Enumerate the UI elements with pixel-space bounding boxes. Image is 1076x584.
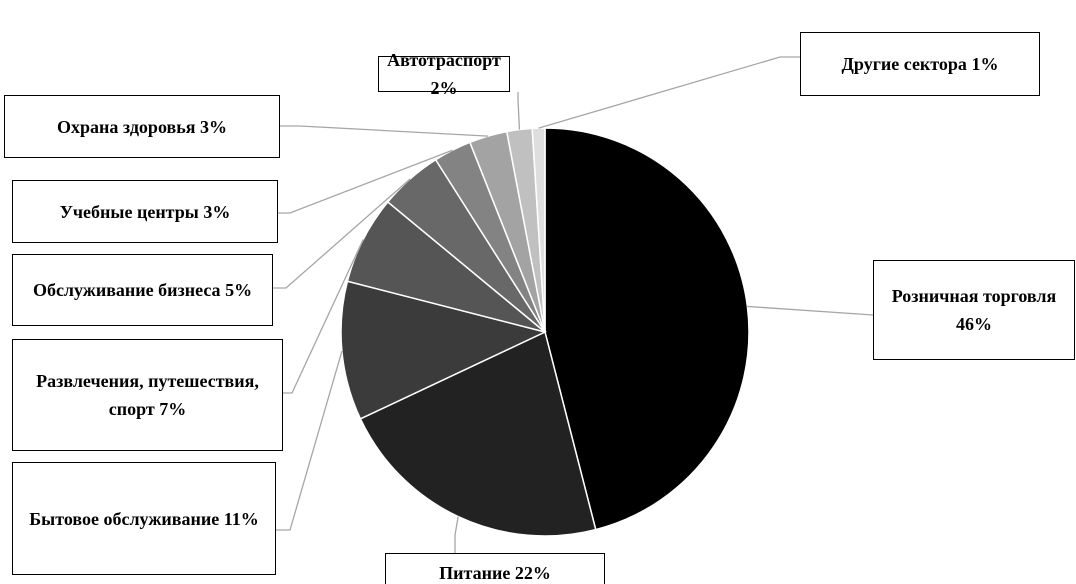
value-label: 3% <box>199 116 227 137</box>
leader-line <box>276 351 343 531</box>
label-text: Розничная торговля 46% <box>880 282 1068 338</box>
data-label: Питание 22% <box>385 553 605 584</box>
label-text: Бытовое обслуживание 11% <box>29 505 258 533</box>
label-text: Автотраспорт 2% <box>385 46 503 102</box>
data-label: Бытовое обслуживание 11% <box>12 462 276 575</box>
category-label: Развлечения, путешествия, спорт <box>36 371 259 419</box>
category-label: Автотраспорт <box>387 50 501 70</box>
label-text: Развлечения, путешествия, спорт 7% <box>19 367 276 423</box>
data-label: Другие сектора 1% <box>800 32 1040 96</box>
leader-line <box>283 239 364 394</box>
value-label: 11% <box>223 508 259 529</box>
category-label: Бытовое обслуживание <box>29 508 220 529</box>
value-label: 5% <box>225 280 253 300</box>
value-label: 1% <box>971 54 999 74</box>
data-label: Автотраспорт 2% <box>378 50 510 98</box>
category-label: Обслуживание бизнеса <box>32 280 221 300</box>
label-text: Другие сектора 1% <box>842 50 999 78</box>
data-label: Учебные центры 3% <box>12 180 278 243</box>
value-label: 7% <box>159 399 187 419</box>
leader-line <box>747 305 874 316</box>
leader-line <box>454 516 459 553</box>
value-label: 22% <box>514 563 551 583</box>
label-text: Питание 22% <box>439 559 551 584</box>
value-label: 46% <box>956 314 992 334</box>
label-text: Охрана здоровья 3% <box>57 113 227 141</box>
pie-slice <box>340 280 548 420</box>
leader-line <box>278 149 453 214</box>
value-label: 3% <box>203 201 231 222</box>
value-label: 2% <box>430 78 458 98</box>
leader-line <box>273 178 411 289</box>
label-text: Обслуживание бизнеса 5% <box>33 276 252 304</box>
category-label: Учебные центры <box>59 201 199 222</box>
data-label: Обслуживание бизнеса 5% <box>12 254 273 326</box>
leader-line <box>538 56 800 129</box>
data-label: Розничная торговля 46% <box>873 260 1075 360</box>
label-text: Учебные центры 3% <box>60 198 231 226</box>
leader-line <box>517 92 521 130</box>
leader-line <box>280 125 489 137</box>
category-label: Другие сектора <box>841 54 967 74</box>
data-label: Охрана здоровья 3% <box>4 95 280 158</box>
category-label: Питание <box>439 563 511 583</box>
category-label: Розничная торговля <box>891 286 1057 306</box>
category-label: Охрана здоровья <box>57 116 196 137</box>
data-label: Развлечения, путешествия, спорт 7% <box>12 339 283 451</box>
